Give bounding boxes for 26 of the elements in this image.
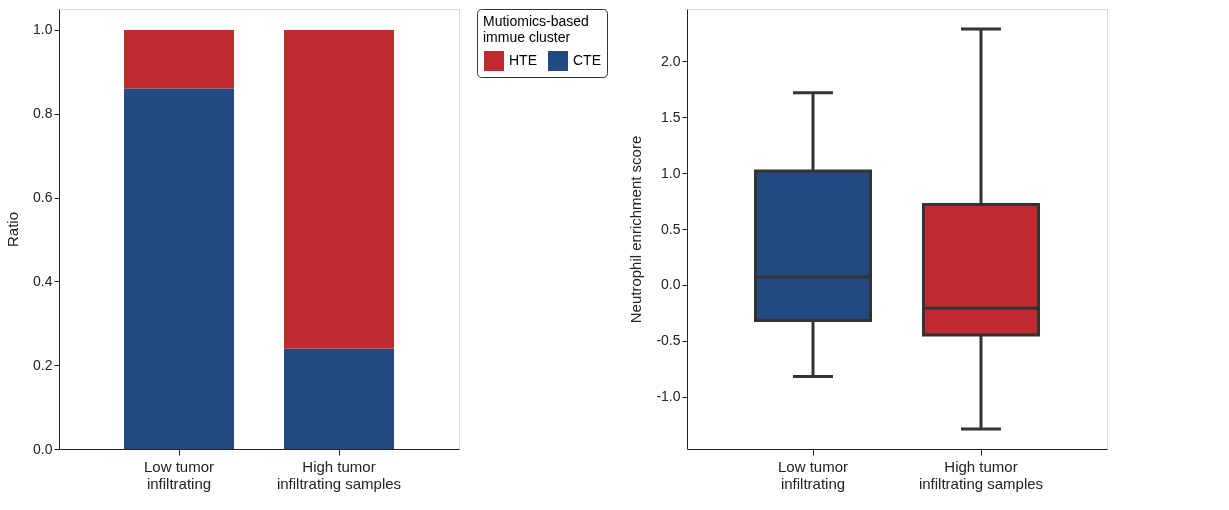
y-tick-label: 0.0 — [661, 276, 681, 293]
legend-label: HTE — [509, 52, 537, 68]
x-tick-label: High tumor infiltrating samples — [276, 457, 402, 492]
y-tick-label: 0.5 — [661, 220, 681, 237]
y-tick-label: 1.0 — [33, 21, 53, 38]
y-tick-label: 1.5 — [661, 108, 681, 125]
y-tick-label: 0.4 — [33, 272, 53, 289]
y-axis-title: Ratio — [4, 211, 22, 248]
x-tick-label: Low tumor infiltrating — [777, 457, 849, 492]
y-tick-label: 0.2 — [33, 356, 53, 373]
legend-label: CTE — [573, 52, 601, 68]
bar — [284, 348, 394, 449]
y-tick-label: 2.0 — [661, 52, 681, 69]
y-tick-label: 0.8 — [33, 105, 53, 122]
legend-title: Mutiomics-based immue cluster — [483, 13, 589, 45]
y-tick-label: 1.0 — [661, 164, 681, 181]
bar — [124, 88, 234, 449]
x-tick-label: High tumor infiltrating samples — [918, 457, 1044, 492]
bar — [284, 29, 394, 349]
bar — [124, 29, 234, 89]
y-tick-label: -0.5 — [656, 332, 681, 349]
y-axis-title: Neutrophil enrichment score — [627, 135, 645, 324]
y-tick-label: 0.0 — [33, 440, 53, 457]
y-tick-label: 0.6 — [33, 189, 53, 206]
y-tick-label: -1.0 — [656, 388, 681, 405]
x-tick-label: Low tumor infiltrating — [143, 457, 215, 492]
